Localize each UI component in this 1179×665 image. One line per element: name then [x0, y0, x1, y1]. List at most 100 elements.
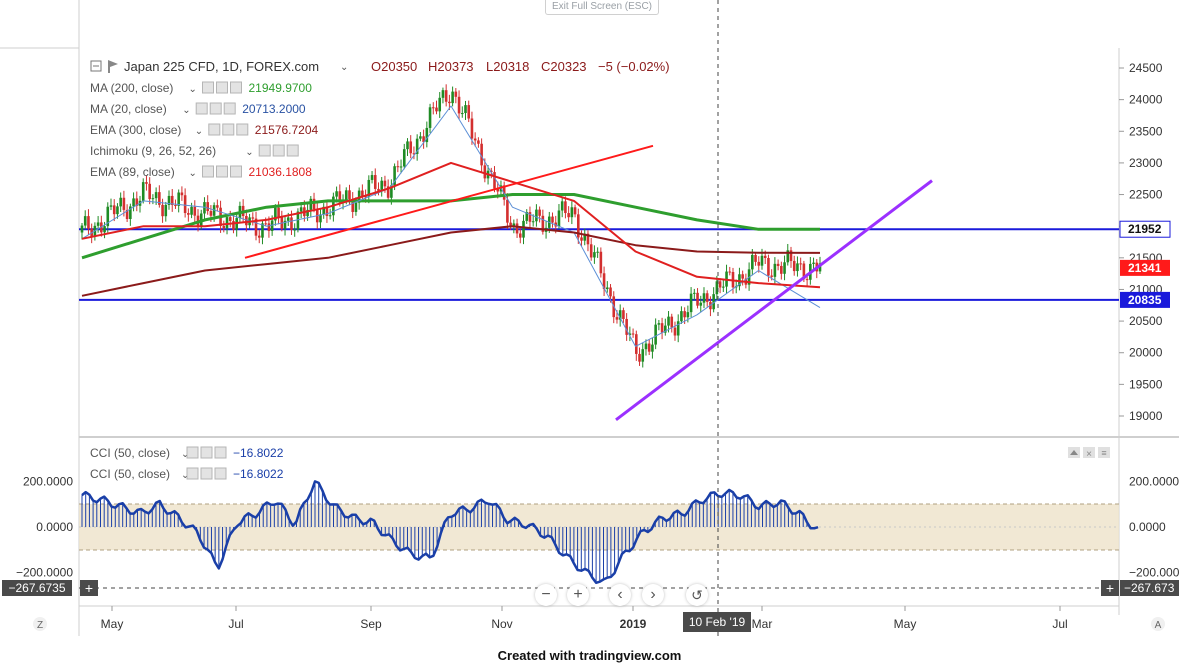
cci-axis[interactable]: 200.0000 200.0000 0.0000 0.0000 −200.0000 −20…	[16, 475, 1179, 580]
candle-body	[683, 311, 686, 318]
candle-body	[509, 222, 512, 227]
gear-icon[interactable]	[222, 123, 235, 136]
close-icon[interactable]	[214, 446, 227, 459]
candle-body	[564, 201, 567, 214]
candle-body	[702, 293, 706, 303]
close-icon[interactable]	[223, 102, 236, 115]
indicator-value: 21576.7204	[255, 123, 319, 137]
trend-line-purple[interactable]	[615, 179, 933, 421]
gear-icon[interactable]	[216, 81, 228, 94]
candle-body	[680, 311, 683, 322]
candle-body	[161, 204, 164, 217]
trend-line-red[interactable]	[244, 144, 654, 259]
reset-chart-button[interactable]: ↺	[686, 584, 708, 606]
candle-body	[309, 198, 313, 210]
close-icon[interactable]	[230, 81, 242, 94]
zoom-out-button[interactable]: −	[535, 584, 557, 606]
gear-icon[interactable]	[200, 446, 213, 459]
crosshair-left-plus[interactable]	[80, 580, 98, 596]
close-icon[interactable]	[214, 467, 227, 480]
pane-menu-button[interactable]	[1098, 447, 1110, 458]
chevron-down-icon[interactable]: ⌄	[182, 105, 190, 116]
zoom-in-button[interactable]: +	[567, 584, 589, 606]
candle-body	[393, 166, 396, 186]
chevron-right-icon: ›	[650, 586, 656, 603]
chevron-down-icon[interactable]: ⌄	[189, 168, 197, 179]
scroll-right-button[interactable]: ›	[642, 584, 664, 606]
candle-body	[132, 198, 135, 207]
cci-indicator-label[interactable]: CCI (50, close)	[90, 446, 170, 460]
price-axis[interactable]: 2450024000235002300022500220002150021000…	[1119, 61, 1163, 423]
cci-indicator-label[interactable]: CCI (50, close)	[90, 467, 170, 481]
candle-body	[431, 107, 435, 109]
indicator-label[interactable]: EMA (89, close)	[90, 165, 175, 179]
candle-body	[380, 180, 384, 191]
eye-icon[interactable]	[195, 102, 208, 115]
chevron-down-icon[interactable]: ⌄	[181, 449, 189, 460]
corner-label-left[interactable]: Z	[37, 620, 43, 631]
eye-icon[interactable]	[202, 165, 214, 178]
chevron-down-icon[interactable]: ⌄	[340, 62, 348, 73]
chevron-down-icon[interactable]: ⌄	[195, 126, 203, 137]
time-tick-label: 2019	[620, 617, 647, 631]
candle-body	[203, 202, 206, 214]
candle-body	[170, 195, 174, 206]
indicator-label[interactable]: MA (20, close)	[90, 102, 167, 116]
candle-body	[780, 265, 783, 274]
candle-body	[805, 279, 809, 281]
auto-scale-button[interactable]	[1151, 617, 1165, 631]
candle-body	[187, 213, 190, 215]
indicator-label[interactable]: Ichimoku (9, 26, 52, 26)	[90, 144, 216, 158]
candles	[80, 84, 822, 368]
candle-body	[158, 192, 161, 205]
time-axis[interactable]: May Jul Sep Nov 2019 Mar May Jul	[101, 606, 1068, 631]
zoom-reset-button[interactable]	[33, 617, 47, 631]
plus-icon: +	[573, 586, 583, 603]
candle-body	[364, 196, 367, 198]
trend-lines[interactable]	[244, 144, 933, 421]
close-icon[interactable]	[236, 123, 249, 136]
cci-indicator-value: −16.8022	[233, 446, 284, 460]
indicator-value: 21036.1808	[249, 165, 313, 179]
candle-body	[560, 201, 564, 211]
flag-icon	[108, 60, 118, 73]
candle-body	[367, 179, 371, 197]
candle-body	[438, 97, 442, 112]
price-badge	[1120, 259, 1170, 276]
eye-icon[interactable]	[208, 123, 221, 136]
gear-icon[interactable]	[209, 102, 222, 115]
exit-fullscreen-button[interactable]: Exit Full Screen (ESC)	[545, 0, 659, 15]
candle-body	[741, 274, 744, 279]
scroll-left-button[interactable]: ‹	[609, 584, 631, 606]
eye-icon[interactable]	[186, 467, 199, 480]
price-pane[interactable]	[79, 48, 1119, 436]
indicator-label[interactable]: EMA (300, close)	[90, 123, 181, 137]
candle-body	[712, 294, 715, 310]
crosshair-right-plus[interactable]	[1101, 580, 1119, 596]
close-icon[interactable]	[230, 165, 242, 178]
close-icon[interactable]	[286, 144, 299, 157]
gear-icon[interactable]	[216, 165, 228, 178]
candle-body	[261, 223, 264, 238]
symbol-title[interactable]: Japan 225 CFD, 1D, FOREX.com	[124, 59, 319, 74]
eye-icon[interactable]	[186, 446, 199, 459]
gear-icon[interactable]	[272, 144, 285, 157]
candle-body	[580, 237, 583, 241]
candle-body	[676, 321, 680, 336]
pane-close-button[interactable]	[1083, 447, 1095, 458]
chevron-down-icon[interactable]: ⌄	[189, 84, 197, 95]
eye-icon[interactable]	[202, 81, 214, 94]
price-tick-label: 20500	[1129, 314, 1163, 328]
candle-body	[515, 223, 519, 234]
eye-icon[interactable]	[258, 144, 271, 157]
candle-body	[277, 207, 280, 218]
collapse-legend-icon[interactable]	[90, 60, 102, 72]
candle-body	[270, 220, 274, 231]
gear-icon[interactable]	[200, 467, 213, 480]
candle-body	[83, 216, 87, 226]
chevron-down-icon[interactable]: ⌄	[181, 470, 189, 481]
corner-label-right[interactable]: A	[1155, 620, 1162, 631]
chevron-down-icon[interactable]: ⌄	[245, 147, 253, 158]
candle-body	[167, 195, 171, 205]
indicator-label[interactable]: MA (200, close)	[90, 81, 173, 95]
